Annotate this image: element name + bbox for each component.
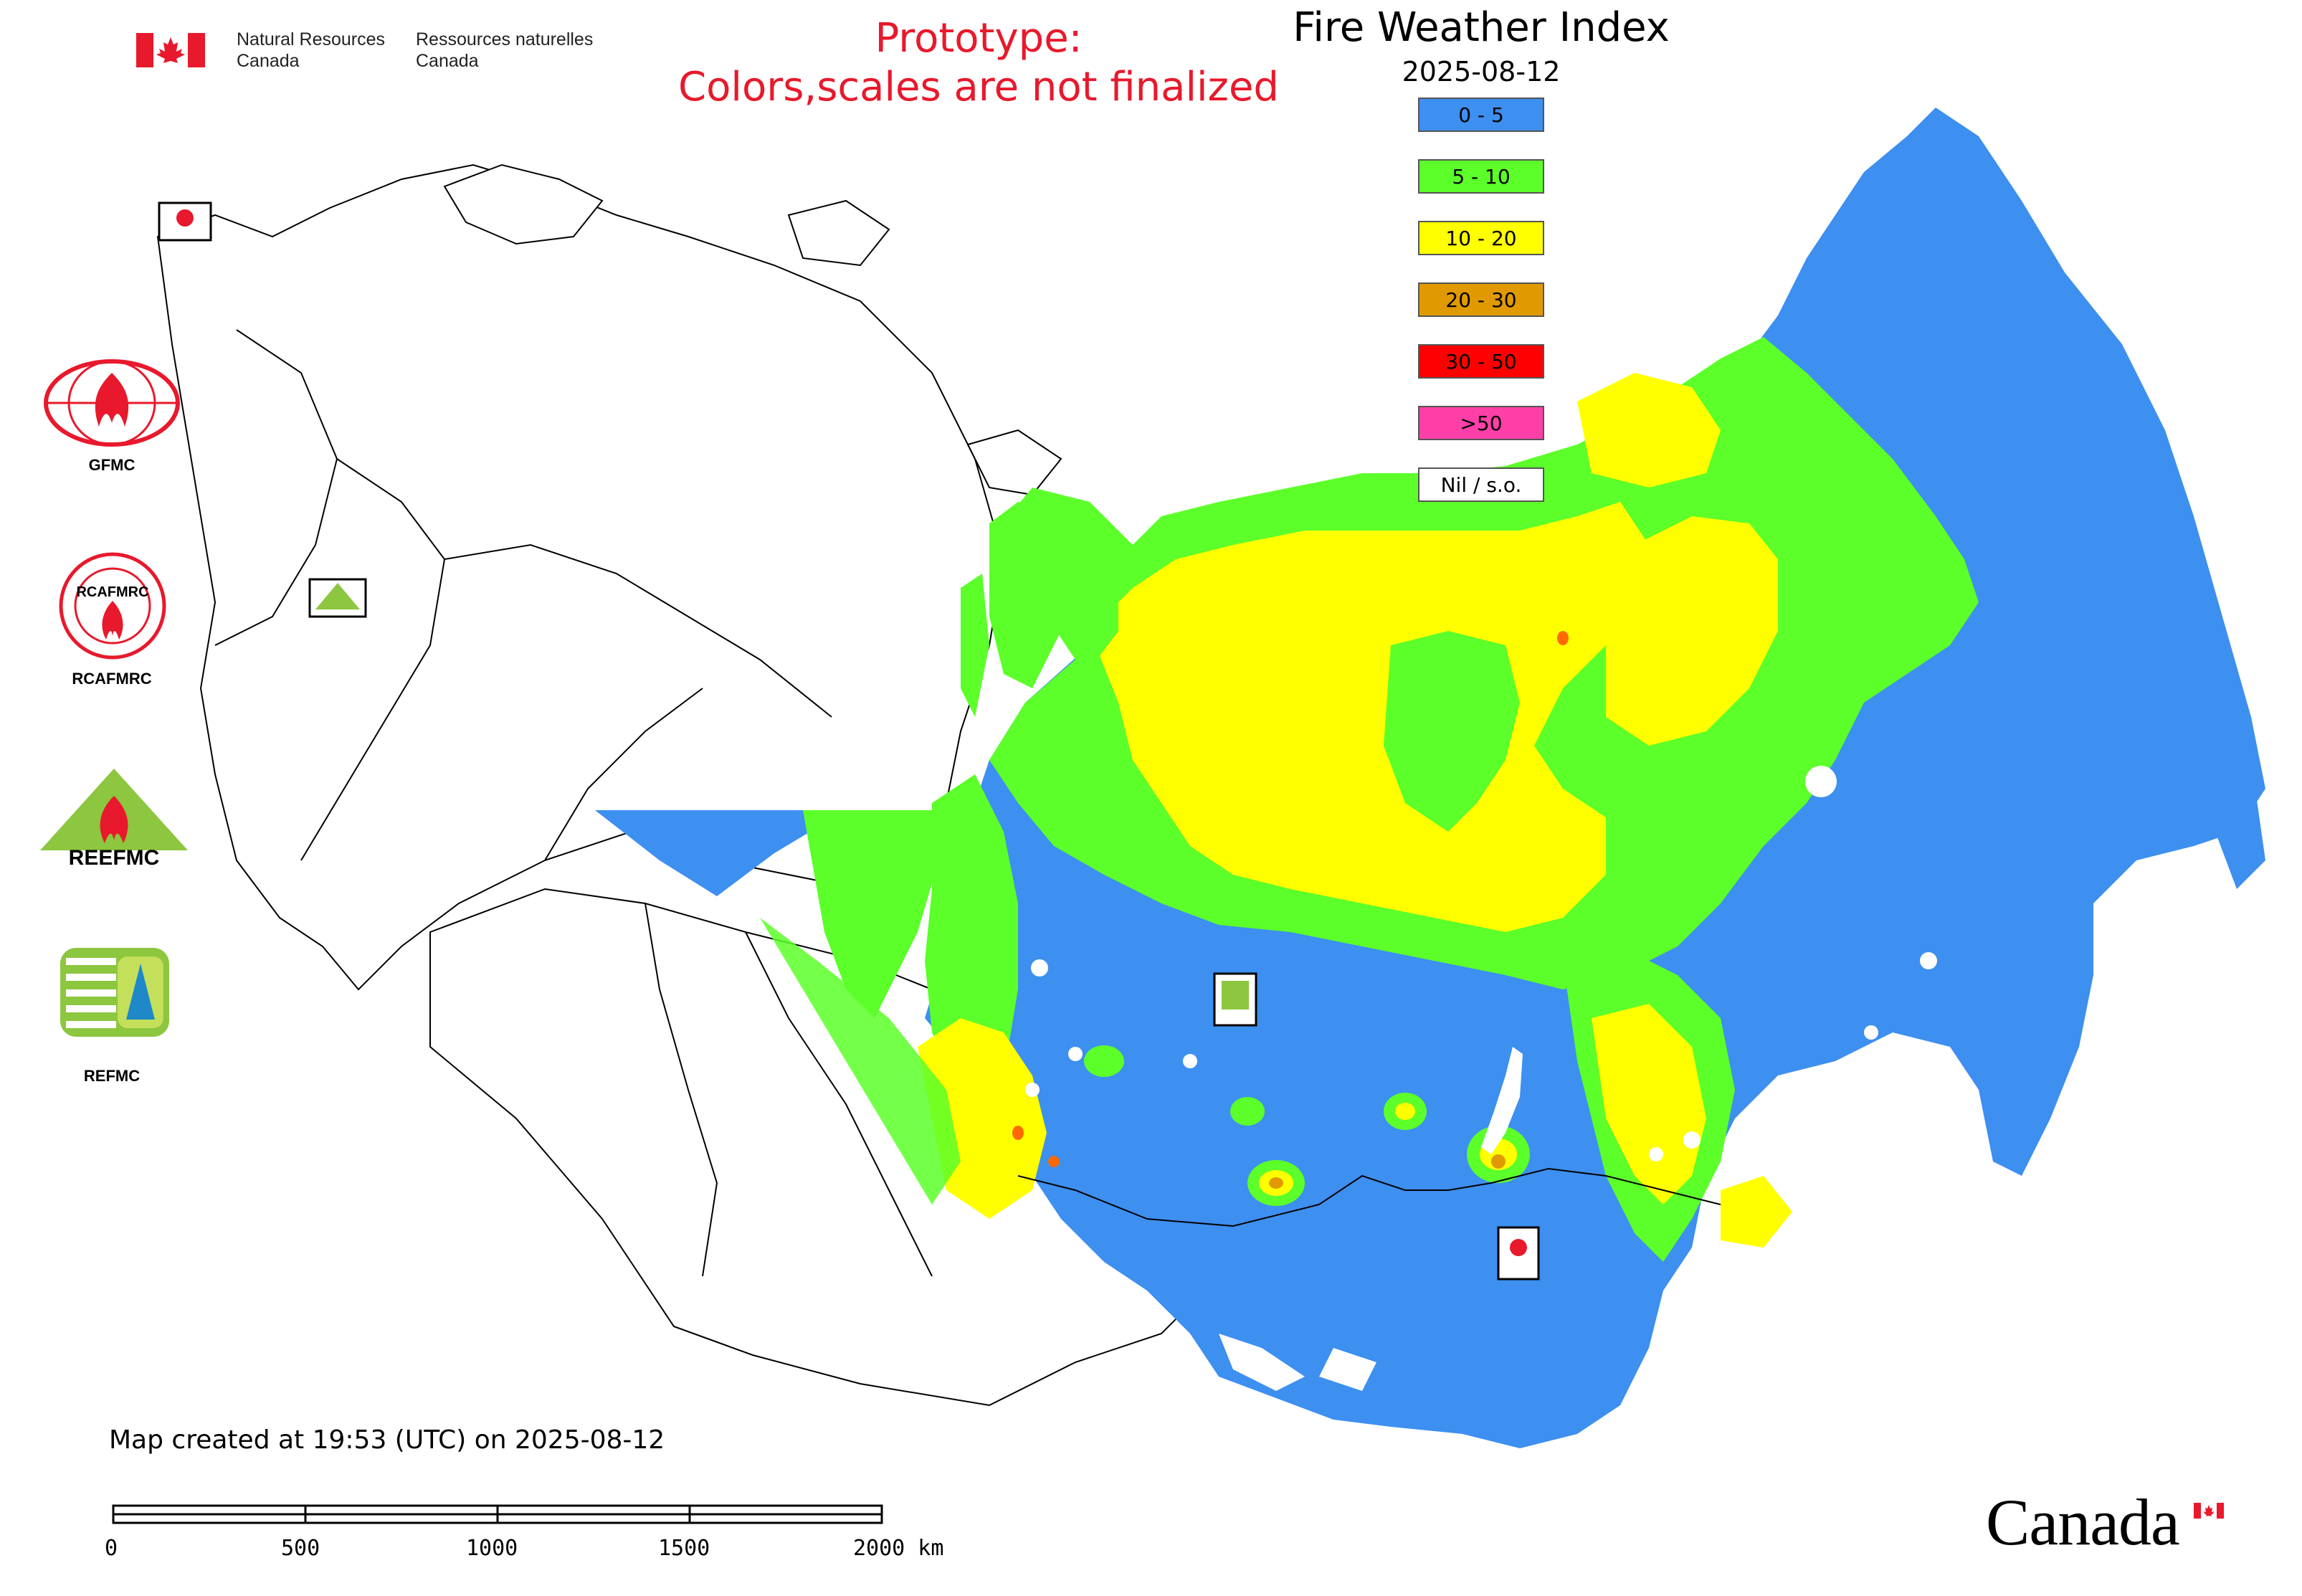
legend-item-5-10: 5 - 10: [1418, 159, 1544, 194]
gfmc-label: GFMC: [88, 456, 135, 474]
scale-tick-1000: 1000: [466, 1536, 518, 1561]
refmc-logo: [57, 945, 172, 1040]
legend-item-0-5: 0 - 5: [1418, 98, 1544, 132]
reefmc-logo: REEFMC: [37, 767, 191, 870]
canada-flag-icon: [136, 33, 205, 67]
rcafmrc-label: RCAFMRC: [72, 670, 152, 688]
legend-item-nil: Nil / s.o.: [1418, 467, 1544, 502]
prototype-notice: Prototype: Colors,scales are not finaliz…: [678, 15, 1279, 110]
map-title: Fire Weather Index: [1293, 4, 1670, 51]
wordmark-flag-icon: [2194, 1503, 2224, 1519]
scale-tick-2000: 2000 km: [853, 1536, 944, 1561]
canada-wordmark: Canada: [1986, 1486, 2180, 1559]
svg-text:REEFMC: REEFMC: [69, 846, 160, 870]
country-outlines: [156, 163, 1220, 1407]
svg-text:RCAFMRC: RCAFMRC: [76, 584, 148, 600]
scale-tick-500: 500: [281, 1536, 320, 1561]
map-date: 2025-08-12: [1402, 56, 1561, 87]
rcafmrc-logo: RCAFMRC: [57, 551, 168, 661]
legend-item-20-30: 20 - 30: [1418, 282, 1544, 317]
scale-tick-0: 0: [105, 1536, 118, 1561]
legend-item-over-50: >50: [1418, 406, 1544, 440]
nrcan-en: Natural Resources Canada: [237, 29, 386, 71]
internal-borders: [214, 329, 1219, 1277]
gfmc-logo: [40, 358, 184, 452]
scale-bar: [112, 1504, 883, 1524]
nrcan-fr: Ressources naturelles Canada: [416, 29, 594, 71]
refmc-label: REFMC: [83, 1067, 141, 1085]
creation-timestamp: Map created at 19:53 (UTC) on 2025-08-12: [109, 1425, 665, 1455]
fwi-raster: [595, 108, 2265, 1448]
scale-tick-1500: 1500: [658, 1536, 710, 1561]
legend-item-30-50: 30 - 50: [1418, 344, 1544, 379]
legend-item-10-20: 10 - 20: [1418, 221, 1544, 255]
